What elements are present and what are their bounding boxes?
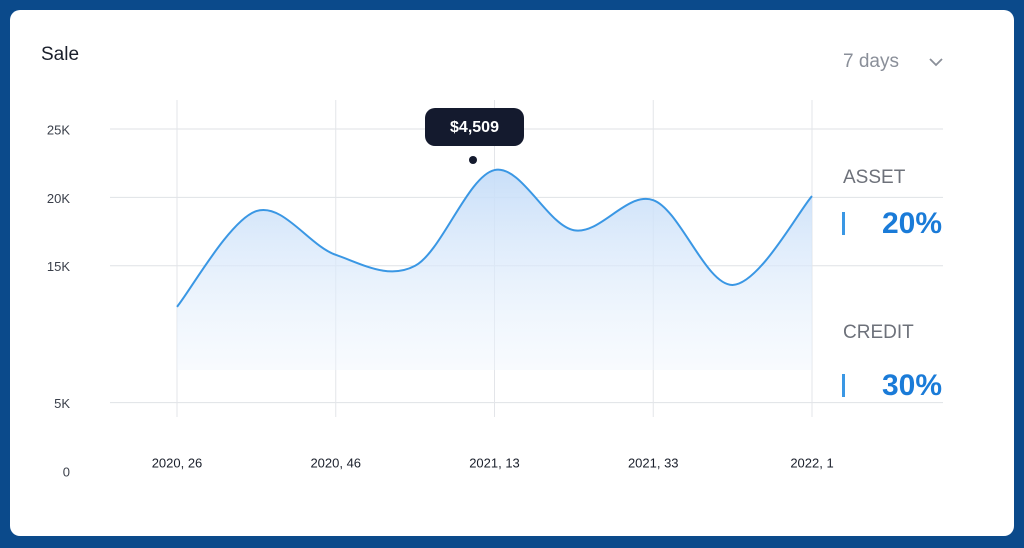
tooltip-text: $4,509 (450, 119, 499, 136)
stat-value: 30% (882, 369, 942, 402)
stat-value: 20% (882, 207, 942, 240)
side-stats: ASSET 20% CREDIT 30% (842, 167, 942, 402)
chevron[interactable] (929, 58, 943, 67)
x-tick-label: 2020, 46 (310, 455, 361, 470)
y-tick-label: 25K (47, 122, 70, 137)
tooltip-box (425, 108, 524, 146)
x-tick-label: 2021, 33 (628, 455, 679, 470)
y-tick-label: 15K (47, 259, 70, 274)
period-dropdown[interactable]: 7 days (843, 51, 943, 72)
y-tick-label: 5K (54, 396, 70, 411)
x-tick-label: 2022, 1 (790, 455, 833, 470)
y-tick-label: 20K (47, 191, 70, 206)
x-tick-label: 2021, 13 (469, 455, 520, 470)
stat-marker (842, 212, 845, 235)
x-tick-label: 2020, 26 (152, 455, 203, 470)
y-tick-label: 0 (63, 464, 70, 479)
stat-label: CREDIT (843, 322, 914, 343)
chart-title: Sale (41, 44, 79, 65)
dropdown-label[interactable]: 7 days (843, 51, 899, 72)
area-fill (177, 169, 812, 370)
hover-dot (469, 156, 477, 164)
plot: 0 5K 15K 20K 25K 2020, 26 2020, 46 2021, 13 2021… (47, 100, 943, 479)
stat-label: ASSET (843, 167, 906, 188)
line (176, 168, 813, 308)
stat-marker (842, 374, 845, 397)
tooltip: $4,509 (425, 108, 524, 166)
